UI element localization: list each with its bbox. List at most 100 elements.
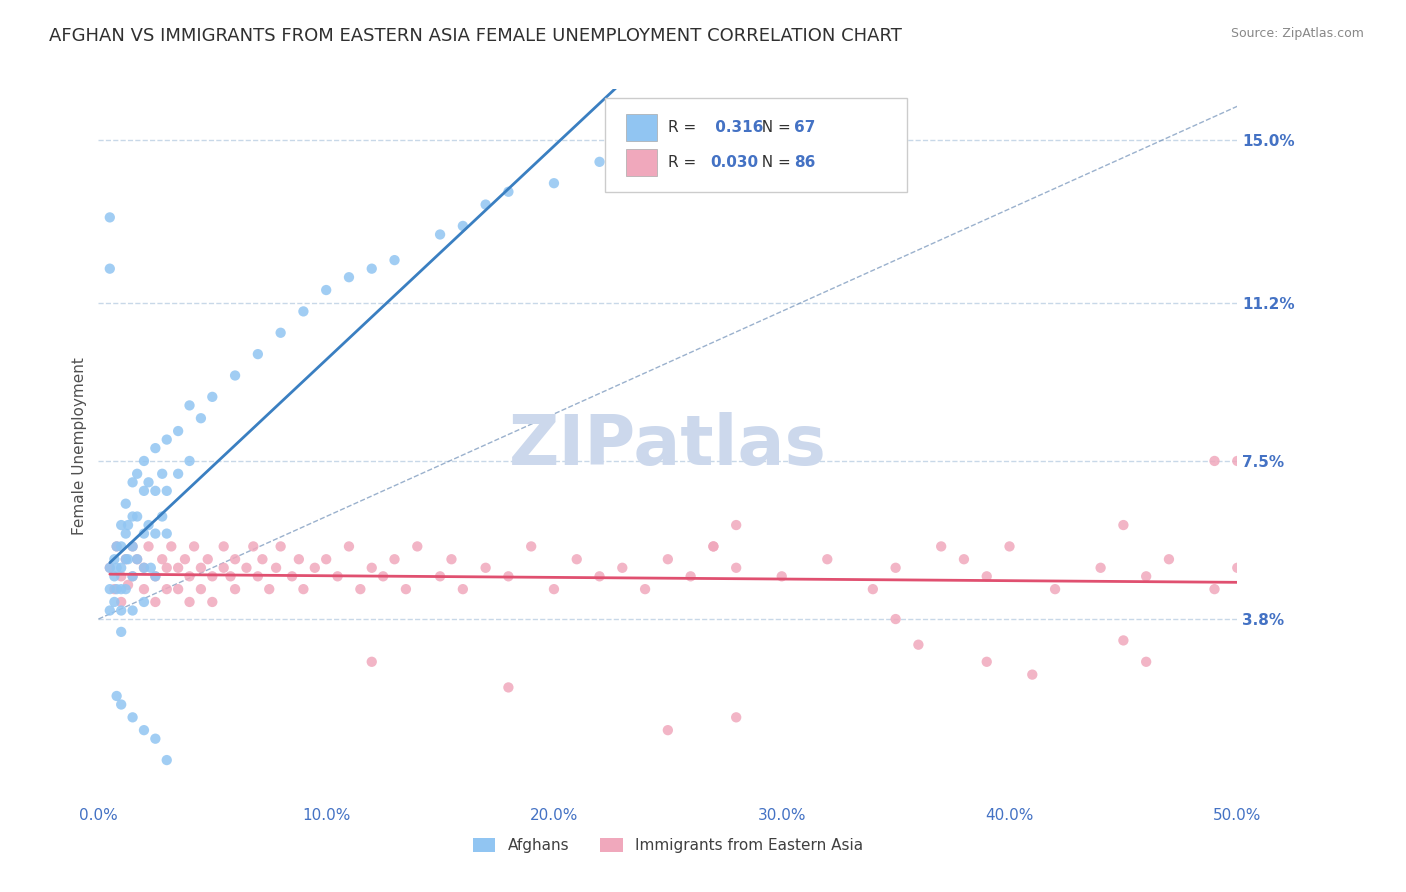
Point xyxy=(998,540,1021,554)
Point xyxy=(139,561,162,575)
Point xyxy=(190,411,212,425)
Point xyxy=(156,582,179,596)
Point xyxy=(657,723,679,738)
Point xyxy=(145,569,167,583)
Point xyxy=(360,261,382,276)
Point xyxy=(1112,518,1135,533)
Point xyxy=(292,582,315,596)
Point xyxy=(543,582,565,596)
Point xyxy=(440,552,463,566)
Point xyxy=(429,569,451,583)
Point xyxy=(110,561,132,575)
Point xyxy=(702,540,724,554)
Point xyxy=(110,582,132,596)
Point xyxy=(103,569,125,583)
Point xyxy=(98,603,121,617)
Point xyxy=(242,540,264,554)
Point xyxy=(304,561,326,575)
Point xyxy=(1135,569,1157,583)
Point xyxy=(110,540,132,554)
Point xyxy=(117,552,139,566)
Point xyxy=(451,219,474,233)
Point xyxy=(127,552,149,566)
Point xyxy=(288,552,311,566)
Point xyxy=(929,540,952,554)
Point xyxy=(634,582,657,596)
Point xyxy=(167,467,190,481)
Point xyxy=(907,638,929,652)
Y-axis label: Female Unemployment: Female Unemployment xyxy=(72,357,87,535)
Point xyxy=(150,509,173,524)
Legend: Afghans, Immigrants from Eastern Asia: Afghans, Immigrants from Eastern Asia xyxy=(467,832,869,859)
Point xyxy=(132,561,155,575)
Point xyxy=(121,509,143,524)
Point xyxy=(145,595,167,609)
Point xyxy=(121,569,143,583)
Point xyxy=(127,509,149,524)
Text: R =: R = xyxy=(668,155,702,169)
Point xyxy=(160,540,183,554)
Point xyxy=(174,552,197,566)
Point xyxy=(384,552,406,566)
Point xyxy=(395,582,418,596)
Text: ZIPatlas: ZIPatlas xyxy=(509,412,827,480)
Point xyxy=(121,710,143,724)
Point xyxy=(212,540,235,554)
Point xyxy=(862,582,884,596)
Point xyxy=(156,483,179,498)
Point xyxy=(145,731,167,746)
Point xyxy=(110,698,132,712)
Point xyxy=(114,552,136,566)
Point xyxy=(270,540,292,554)
Point xyxy=(337,540,360,554)
Point xyxy=(451,582,474,596)
Point xyxy=(121,540,143,554)
Point xyxy=(224,368,246,383)
Point xyxy=(145,441,167,455)
Point xyxy=(224,552,246,566)
Point xyxy=(219,569,242,583)
Point xyxy=(183,540,205,554)
Point xyxy=(520,540,543,554)
Point xyxy=(349,582,371,596)
Point xyxy=(98,561,121,575)
Point xyxy=(884,612,907,626)
Point xyxy=(588,154,610,169)
Point xyxy=(138,475,160,490)
Point xyxy=(98,561,121,575)
Point xyxy=(98,211,121,225)
Point xyxy=(98,582,121,596)
Point xyxy=(167,582,190,596)
Point xyxy=(270,326,292,340)
Point xyxy=(103,595,125,609)
Point xyxy=(264,561,287,575)
Point xyxy=(197,552,219,566)
Text: 0.316: 0.316 xyxy=(710,120,763,135)
Point xyxy=(190,561,212,575)
Point xyxy=(110,595,132,609)
Point xyxy=(121,569,143,583)
Point xyxy=(212,561,235,575)
Point xyxy=(105,689,128,703)
Point xyxy=(1226,454,1249,468)
Point xyxy=(1204,454,1226,468)
Point xyxy=(281,569,304,583)
Point xyxy=(815,552,838,566)
Point xyxy=(292,304,315,318)
Point xyxy=(770,569,793,583)
Text: 67: 67 xyxy=(794,120,815,135)
Point xyxy=(150,552,173,566)
Point xyxy=(246,569,269,583)
Point xyxy=(246,347,269,361)
Point xyxy=(498,569,520,583)
Point xyxy=(224,582,246,596)
Point xyxy=(565,552,588,566)
Point xyxy=(114,582,136,596)
Point xyxy=(371,569,394,583)
Text: N =: N = xyxy=(752,155,796,169)
Text: R =: R = xyxy=(668,120,702,135)
Point xyxy=(145,526,167,541)
Point xyxy=(1226,561,1249,575)
Point xyxy=(406,540,429,554)
Point xyxy=(98,261,121,276)
